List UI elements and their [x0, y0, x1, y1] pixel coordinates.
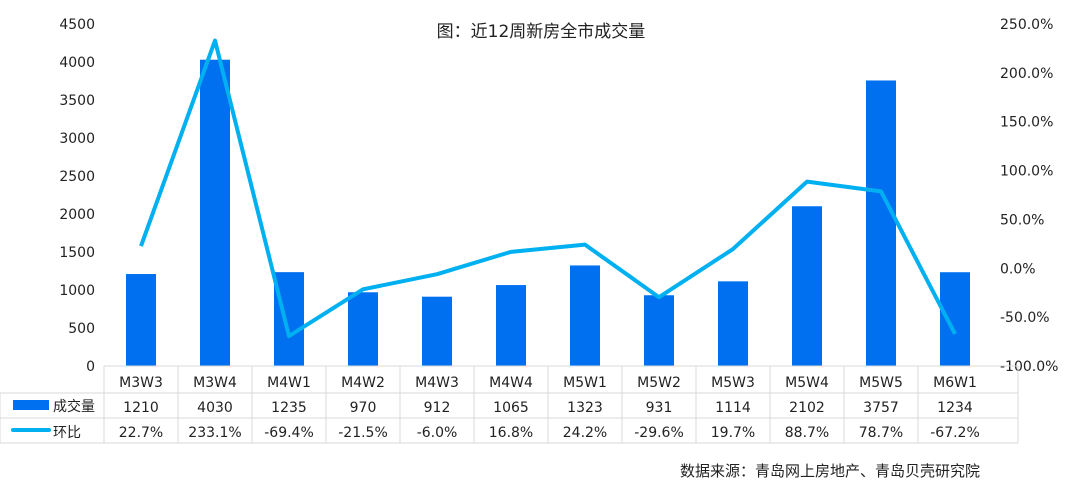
line-data-label: -67.2%: [930, 425, 980, 441]
y-left-tick-label: 1000: [59, 283, 95, 299]
y-right-tick-label: 50.0%: [1000, 212, 1044, 228]
line-data-label: -69.4%: [264, 425, 314, 441]
y-left-tick-label: 1500: [59, 245, 95, 261]
y-right-tick-label: 0.0%: [1000, 261, 1036, 277]
bar-data-label: 3757: [863, 400, 899, 416]
line-data-label: 22.7%: [119, 425, 163, 441]
bar-data-label: 931: [646, 400, 673, 416]
bar-data-label: 4030: [197, 400, 233, 416]
bar: [200, 59, 230, 366]
legend-bar-swatch: [13, 400, 49, 410]
series-line: [139, 38, 957, 339]
y-left-tick-label: 2500: [59, 169, 95, 185]
y-right-tick-label: 250.0%: [1000, 17, 1053, 33]
y-right-tick-label: 150.0%: [1000, 115, 1053, 131]
chart-title: 图：近12周新房全市成交量: [437, 22, 646, 42]
bar-data-label: 2102: [789, 400, 825, 416]
bar: [792, 206, 822, 366]
bar: [348, 292, 378, 366]
bar: [274, 272, 304, 366]
x-tick-label: M5W3: [711, 375, 755, 391]
x-tick-label: M4W1: [267, 375, 311, 391]
y-right-tick-label: 100.0%: [1000, 164, 1053, 180]
y-left-tick-label: 500: [68, 321, 95, 337]
x-tick-label: M4W4: [489, 375, 533, 391]
bar: [718, 281, 748, 366]
bar-data-label: 1235: [271, 400, 307, 416]
line-data-label: -29.6%: [634, 425, 684, 441]
line-data-label: 16.8%: [489, 425, 533, 441]
bar-data-label: 1210: [123, 400, 159, 416]
x-tick-label: M5W4: [785, 375, 829, 391]
line-data-label: 88.7%: [785, 425, 829, 441]
x-tick-label: M6W1: [933, 375, 977, 391]
y-left-tick-label: 0: [86, 359, 95, 375]
x-tick-label: M4W3: [415, 375, 459, 391]
line-data-label: -21.5%: [338, 425, 388, 441]
bar: [644, 295, 674, 366]
bar: [126, 274, 156, 366]
bar: [940, 272, 970, 366]
x-tick-label: M5W2: [637, 375, 681, 391]
bar: [422, 296, 452, 366]
line-data-label: 19.7%: [711, 425, 755, 441]
x-tick-label: M3W3: [119, 375, 163, 391]
y-right-tick-label: -100.0%: [1000, 359, 1058, 375]
bar: [496, 285, 526, 366]
line-data-label: -6.0%: [417, 425, 458, 441]
y-left-tick-label: 4500: [59, 17, 95, 33]
legend-bar-label: 成交量: [53, 398, 95, 415]
bar-data-label: 1065: [493, 400, 529, 416]
y-left-tick-label: 3500: [59, 93, 95, 109]
x-tick-label: M5W1: [563, 375, 607, 391]
bar: [866, 80, 896, 366]
line-data-label: 78.7%: [859, 425, 903, 441]
y-right-tick-label: -50.0%: [1000, 310, 1050, 326]
y-left-tick-label: 4000: [59, 55, 95, 71]
bar: [570, 265, 600, 366]
y-right-tick-label: 200.0%: [1000, 66, 1053, 82]
y-left-tick-label: 3000: [59, 131, 95, 147]
bar-data-label: 1114: [715, 400, 751, 416]
bar-data-label: 1323: [567, 400, 603, 416]
bar-data-label: 970: [350, 400, 377, 416]
bar-data-label: 1234: [937, 400, 973, 416]
line-data-label: 24.2%: [563, 425, 607, 441]
legend-line-label: 环比: [53, 425, 81, 441]
source-note: 数据来源：青岛网上房地产、青岛贝壳研究院: [680, 462, 980, 480]
x-tick-label: M5W5: [859, 375, 903, 391]
y-left-tick-label: 2000: [59, 207, 95, 223]
bar-data-label: 912: [424, 400, 451, 416]
line-data-label: 233.1%: [188, 425, 241, 441]
x-tick-label: M3W4: [193, 375, 237, 391]
x-tick-label: M4W2: [341, 375, 385, 391]
